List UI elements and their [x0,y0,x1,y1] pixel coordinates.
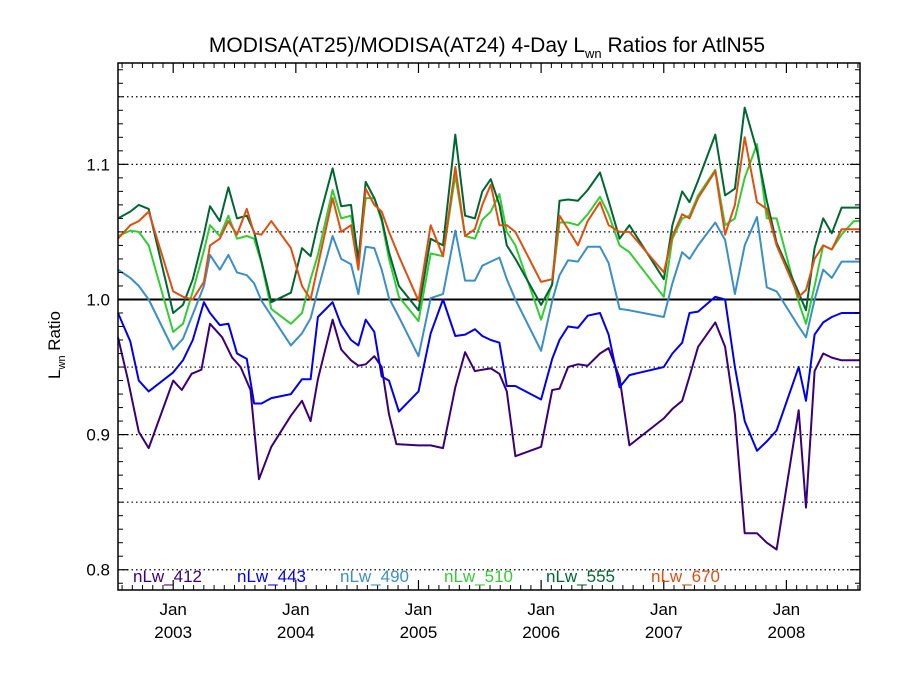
ticks: 0.8 0.9 1.0 1.1 Jan 2003 Jan 2004 Jan 2005 Jan 2006… [86,63,860,642]
y-tick-label: 0.9 [86,426,110,445]
y-axis-label-subscript: wn [56,355,68,370]
legend: nLw_412 nLw_443 nLw_490 nLw_510 nLw_555 nLw_6… [133,567,720,586]
chart-title-subscript: wn [584,46,602,61]
x-tick-label-year: 2007 [645,623,683,642]
svg-text:Lwn Ratio: Lwn Ratio [45,311,68,379]
y-tick-label: 0.8 [86,561,110,580]
y-tick-label: 1.1 [86,155,110,174]
x-tick-label-month: Jan [159,600,186,619]
x-tick-label-month: Jan [282,600,309,619]
legend-label-nLw_490: nLw_490 [340,567,409,586]
series-line-nLw_670 [117,136,860,302]
chart-title: MODISA(AT25)/MODISA(AT24) 4-Day Lwn Rati… [209,34,765,61]
legend-label-nLw_670: nLw_670 [651,567,720,586]
x-tick-label-month: Jan [650,600,677,619]
x-tick-label-year: 2004 [277,623,315,642]
series-lines [117,106,860,551]
series-line-nLw_510 [117,143,860,333]
legend-label-nLw_510: nLw_510 [444,567,513,586]
series-line-nLw_555 [117,106,860,314]
legend-label-nLw_412: nLw_412 [133,567,202,586]
legend-label-nLw_555: nLw_555 [546,567,615,586]
y-tick-label: 1.0 [86,290,110,309]
series-line-nLw_443 [117,295,860,452]
x-tick-label-month: Jan [405,600,432,619]
legend-label-nLw_443: nLw_443 [237,567,306,586]
x-tick-label-month: Jan [773,600,800,619]
y-axis-label: Lwn Ratio [45,311,68,379]
series-line-nLw_412 [117,318,860,551]
x-tick-label-month: Jan [527,600,554,619]
series-line-nLw_490 [117,216,860,358]
x-tick-label-year: 2008 [767,623,805,642]
gridlines [118,96,860,571]
x-tick-label-year: 2006 [522,623,560,642]
x-tick-label-year: 2003 [154,623,192,642]
x-tick-label-year: 2005 [400,623,438,642]
